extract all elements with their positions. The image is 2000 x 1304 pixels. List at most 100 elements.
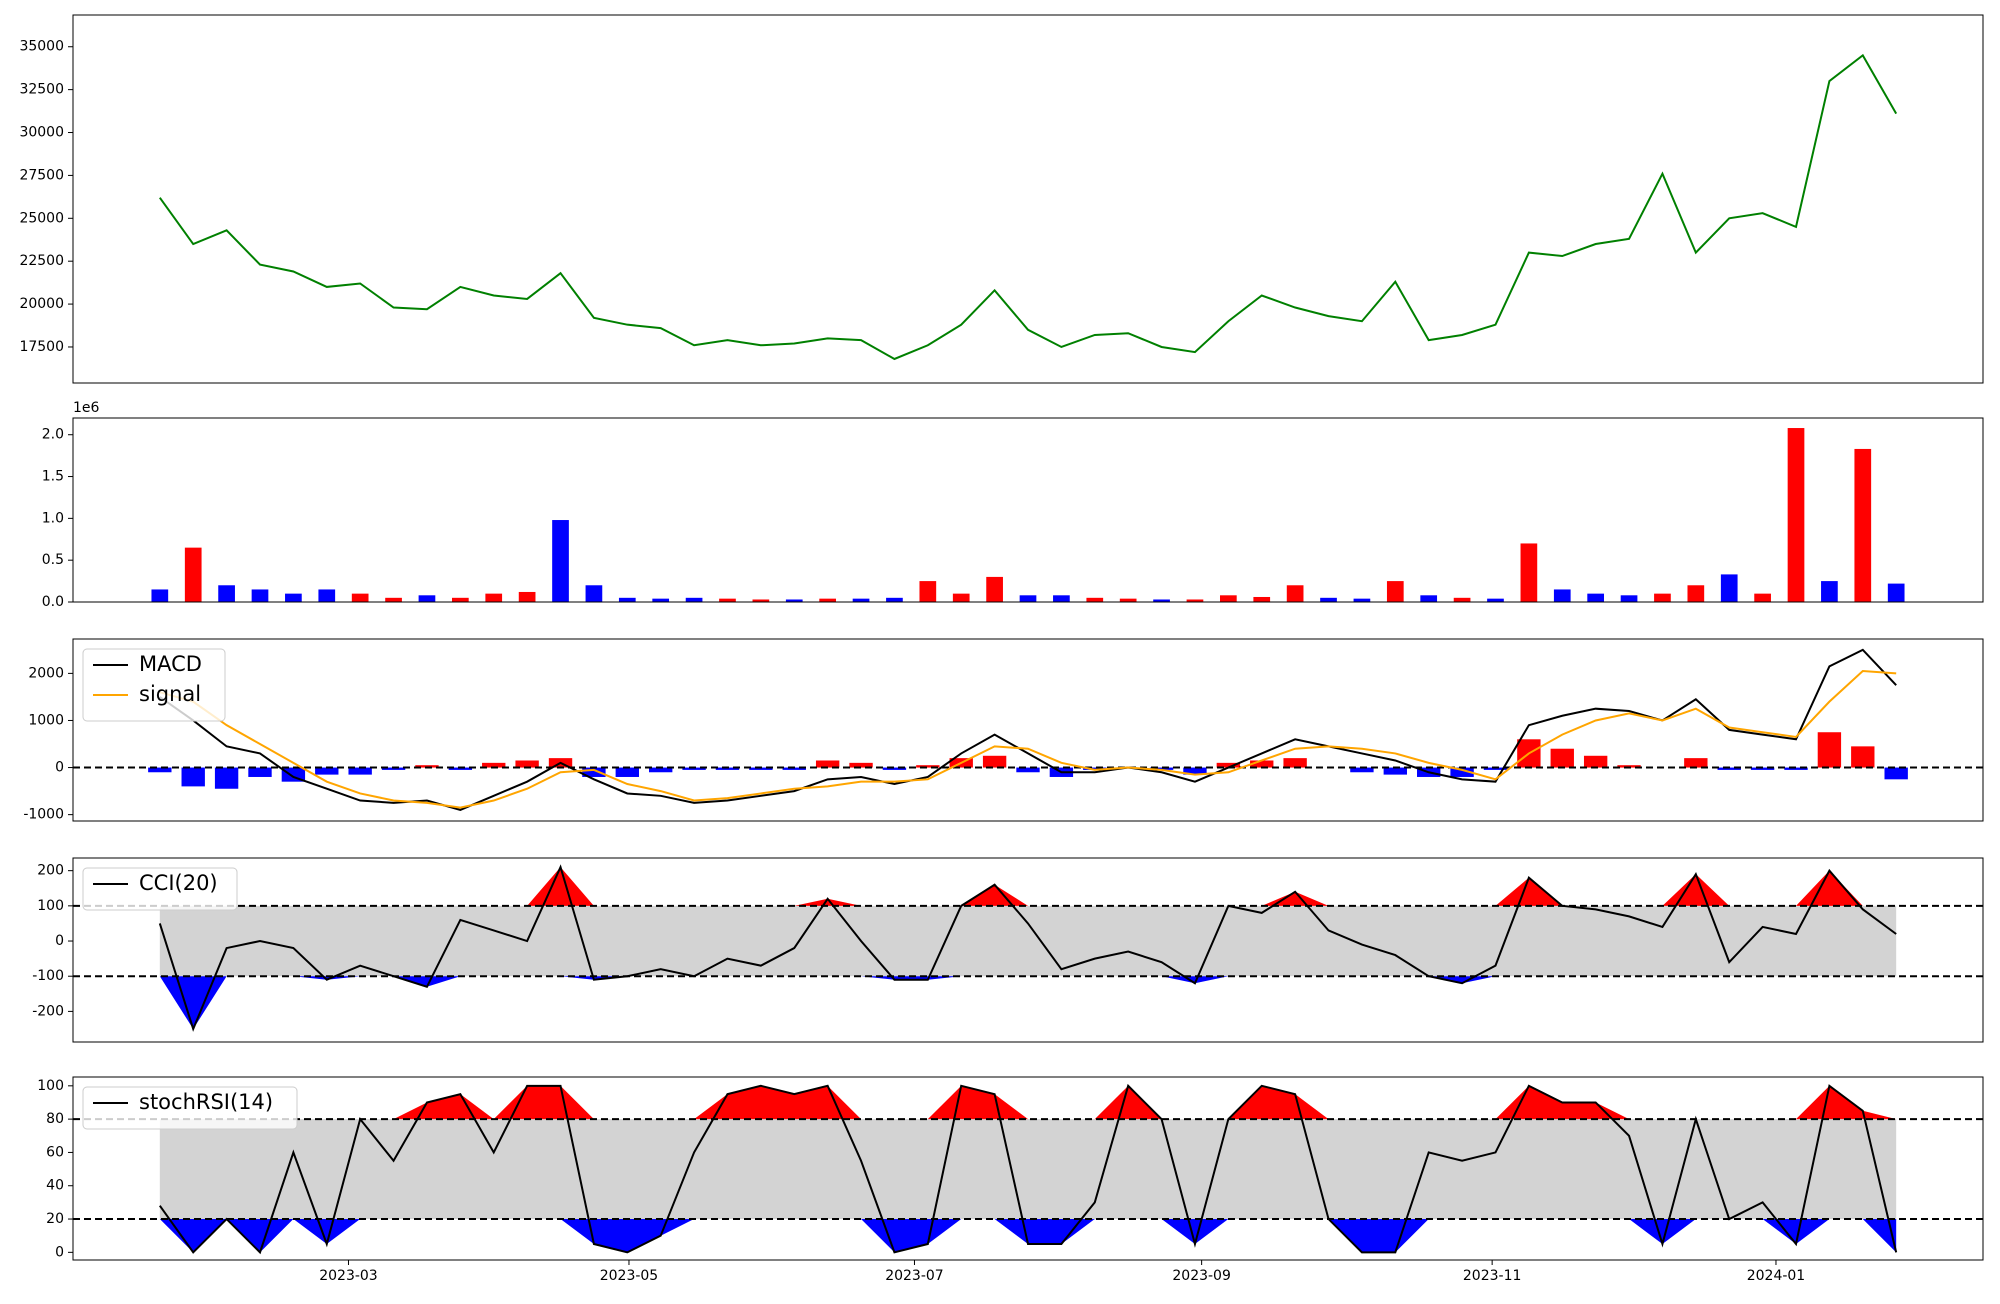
histogram-bar (615, 767, 639, 777)
histogram-bar (1884, 767, 1908, 780)
volume-bar (418, 595, 436, 602)
volume-bar (1186, 599, 1204, 602)
y-tick-label: 2.0 (42, 427, 64, 443)
histogram-bar (682, 767, 706, 770)
plot-frame (72, 857, 1984, 1043)
panel: 17500 20000 22500 25000 27500 30000 32500 35000 (19, 14, 1984, 384)
y-tick-label: 100 (37, 1078, 64, 1094)
volume-bar (1520, 543, 1538, 602)
volume-bar (351, 593, 369, 602)
plot-frame (72, 638, 1984, 822)
plot-frame (72, 1076, 1984, 1261)
histogram-bar (849, 762, 873, 768)
volume-bar (1153, 599, 1170, 602)
panel: 0.0 0.5 1.0 1.5 2.0 1e6 (42, 400, 1984, 610)
volume-bar (719, 598, 736, 602)
histogram-bar (415, 765, 439, 768)
volume-bar (1553, 589, 1571, 602)
legend-label: CCI(20) (139, 871, 218, 895)
histogram-bar (1483, 767, 1508, 770)
y-tick-label: 1.0 (42, 510, 64, 526)
panel: 0 20 40 60 80 100 2023-03 2023-05 2023-07 2023-09… (37, 1076, 1984, 1284)
histogram-bar (214, 767, 239, 789)
volume-bar (518, 591, 536, 602)
volume-bar (218, 585, 235, 602)
volume-bar (752, 599, 770, 602)
volume-bar (819, 598, 836, 602)
histogram-bar (782, 767, 806, 770)
volume-bar (1687, 585, 1705, 602)
legend-box (82, 648, 226, 722)
volume-bar (251, 589, 269, 602)
histogram-bar (749, 767, 773, 770)
series-line (158, 864, 1897, 1032)
volume-bar (385, 597, 402, 602)
volume-bar (852, 598, 870, 602)
volume-bar (952, 593, 970, 602)
volume-bar (1754, 593, 1771, 602)
histogram-bar (315, 767, 339, 775)
volume-bar (1386, 581, 1404, 602)
volume-bar (1487, 598, 1504, 602)
x-tick-label: 2023-07 (885, 1268, 944, 1284)
histogram-bar (448, 767, 473, 770)
neutral-band (159, 905, 1897, 977)
volume-bar (552, 520, 569, 602)
volume-bar (685, 597, 703, 602)
volume-bar (1787, 428, 1805, 602)
volume-bar (451, 597, 469, 602)
panel: -200 -100 0 100 200 CCI(20) (32, 857, 1984, 1043)
volume-bar (1720, 574, 1738, 602)
legend-label: stochRSI(14) (139, 1090, 273, 1114)
plot-frame (72, 14, 1984, 384)
x-tick-label: 2024-01 (1747, 1268, 1806, 1284)
volume-bar (1353, 598, 1371, 602)
y-offset-label: 1e6 (73, 400, 100, 416)
y-tick-label: 80 (46, 1111, 64, 1127)
histogram-bar (715, 767, 740, 770)
x-tick-label: 2023-03 (319, 1268, 378, 1284)
y-tick-label: 17500 (19, 339, 64, 355)
x-tick-label: 2023-09 (1172, 1268, 1231, 1284)
histogram-bar (1784, 767, 1808, 770)
histogram-bar (1149, 767, 1174, 770)
neutral-band (159, 1119, 1897, 1220)
y-tick-label: 0 (55, 933, 64, 949)
y-tick-label: 0.5 (42, 552, 64, 568)
histogram-bar (1183, 767, 1207, 775)
histogram-bar (1851, 746, 1875, 768)
volume-bar (652, 598, 670, 602)
x-tick-label: 2023-05 (600, 1268, 659, 1284)
legend-label: signal (139, 682, 201, 706)
overbought-fill (159, 1085, 1897, 1120)
overbought-fill (159, 867, 1897, 906)
histogram-bar (882, 767, 907, 770)
volume-bar (1086, 597, 1104, 602)
volume-bar (1654, 593, 1671, 602)
volume-bar (1620, 595, 1638, 602)
histogram-bar (1550, 748, 1574, 768)
y-tick-label: 1000 (28, 712, 64, 728)
histogram-bar (248, 767, 272, 777)
histogram-bar (1283, 758, 1307, 768)
y-tick-label: 27500 (19, 167, 64, 183)
y-tick-label: -200 (32, 1003, 64, 1019)
y-tick-label: 0 (55, 1244, 64, 1260)
histogram-bar (1617, 765, 1641, 768)
volume-bar (1453, 597, 1471, 602)
histogram-bar (815, 760, 840, 768)
volume-bar (1320, 597, 1337, 602)
volume-bar (1587, 593, 1605, 602)
histogram-bar (649, 767, 673, 773)
y-tick-label: 60 (46, 1144, 64, 1160)
histogram-bar (1216, 762, 1241, 768)
series-line (159, 1083, 1898, 1255)
volume-bar (1019, 595, 1037, 602)
volume-bar (1821, 581, 1838, 602)
histogram-bar (482, 762, 506, 768)
y-tick-label: 20000 (19, 296, 64, 312)
volume-bar (986, 576, 1003, 602)
volume-bar (1286, 585, 1304, 602)
volume-bar (919, 581, 937, 602)
